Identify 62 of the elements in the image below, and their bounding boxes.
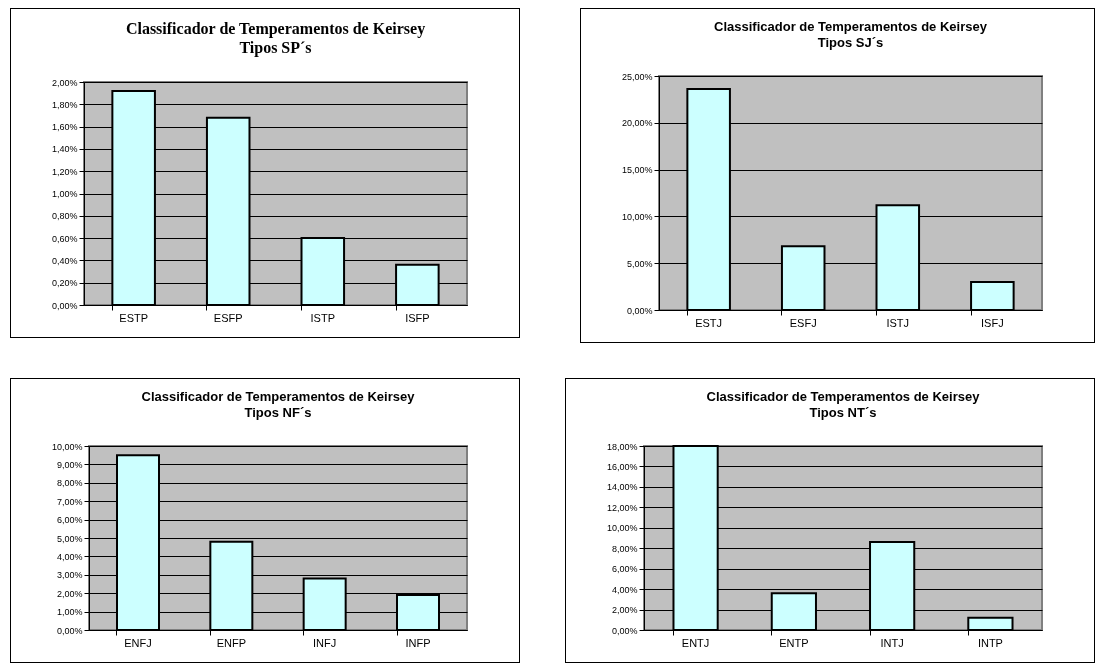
y-tick-label: 0,40% [51, 255, 78, 266]
y-tick-label: 14,00% [606, 482, 638, 493]
chart-title: Classificador de Temperamentos de Keirsey [714, 19, 988, 34]
y-tick-label: 1,00% [51, 189, 78, 199]
x-tick-label: INFP [405, 636, 431, 649]
x-tick-label: ENTJ [681, 636, 710, 649]
y-tick-label: 16,00% [606, 461, 638, 472]
x-tick-label: ESTJ [695, 316, 723, 329]
chart-subtitle: Tipos NF´s [244, 405, 312, 420]
y-tick-label: 2,00% [51, 77, 78, 88]
chart-title: Classificador de Temperamentos de Keirsey [706, 389, 981, 404]
y-tick-label: 8,00% [611, 543, 638, 554]
chart-subtitle: Tipos NT´s [809, 405, 877, 420]
y-tick-label: 1,20% [51, 166, 78, 177]
y-tick-label: 25,00% [621, 71, 653, 82]
y-tick-label: 0,60% [51, 233, 78, 244]
y-tick-label: 0,20% [51, 278, 78, 289]
y-tick-label: 9,00% [56, 459, 83, 470]
x-tick-label: ESFP [213, 311, 243, 324]
x-tick-label: ENTP [779, 636, 809, 649]
y-tick-label: 6,00% [56, 515, 83, 526]
x-tick-label: ESFJ [789, 316, 817, 329]
y-tick-label: 8,00% [56, 478, 83, 489]
y-tick-label: 0,80% [51, 211, 78, 222]
y-tick-label: 12,00% [606, 502, 638, 513]
chart-title: Classificador de Temperamentos de Keirsey [141, 389, 416, 404]
x-tick-label: ISTJ [886, 316, 910, 329]
y-tick-label: 0,00% [51, 300, 78, 311]
y-tick-label: 1,40% [51, 144, 78, 155]
y-tick-label: 1,60% [51, 122, 78, 133]
x-tick-label: INTJ [880, 636, 904, 649]
x-tick-label: ESTP [119, 311, 149, 324]
y-tick-label: 1,00% [56, 607, 83, 618]
y-tick-label: 5,00% [56, 533, 83, 544]
y-tick-label: 2,00% [56, 588, 83, 599]
x-tick-label: ISTP [310, 311, 336, 324]
x-tick-label: ENFJ [124, 636, 152, 649]
chart-subtitle: Tipos SP´s [239, 39, 312, 57]
y-tick-label: 0,00% [626, 305, 653, 316]
y-tick-label: 0,00% [56, 625, 83, 636]
y-tick-label: 18,00% [606, 441, 638, 452]
y-tick-label: 2,00% [611, 605, 638, 616]
y-tick-label: 10,00% [606, 523, 638, 534]
y-tick-label: 3,00% [56, 570, 83, 581]
y-tick-label: 0,00% [611, 625, 638, 636]
y-tick-label: 20,00% [621, 118, 653, 129]
x-tick-label: INFJ [313, 636, 337, 649]
y-tick-label: 15,00% [621, 165, 653, 176]
x-tick-label: ISFJ [981, 316, 1004, 329]
y-tick-label: 5,00% [626, 258, 653, 269]
y-tick-label: 4,00% [56, 551, 83, 562]
chart-title: Classificador de Temperamentos de Keirsey [125, 20, 426, 38]
y-tick-label: 1,80% [51, 99, 78, 110]
chart-subtitle: Tipos SJ´s [817, 35, 884, 50]
x-tick-label: ISFP [405, 311, 430, 324]
y-tick-label: 6,00% [611, 564, 638, 575]
y-tick-label: 10,00% [621, 211, 653, 222]
x-tick-label: INTP [977, 636, 1003, 649]
x-tick-label: ENFP [216, 636, 247, 649]
y-tick-label: 4,00% [611, 584, 638, 595]
y-tick-label: 10,00% [51, 441, 83, 452]
y-tick-label: 7,00% [56, 496, 83, 507]
